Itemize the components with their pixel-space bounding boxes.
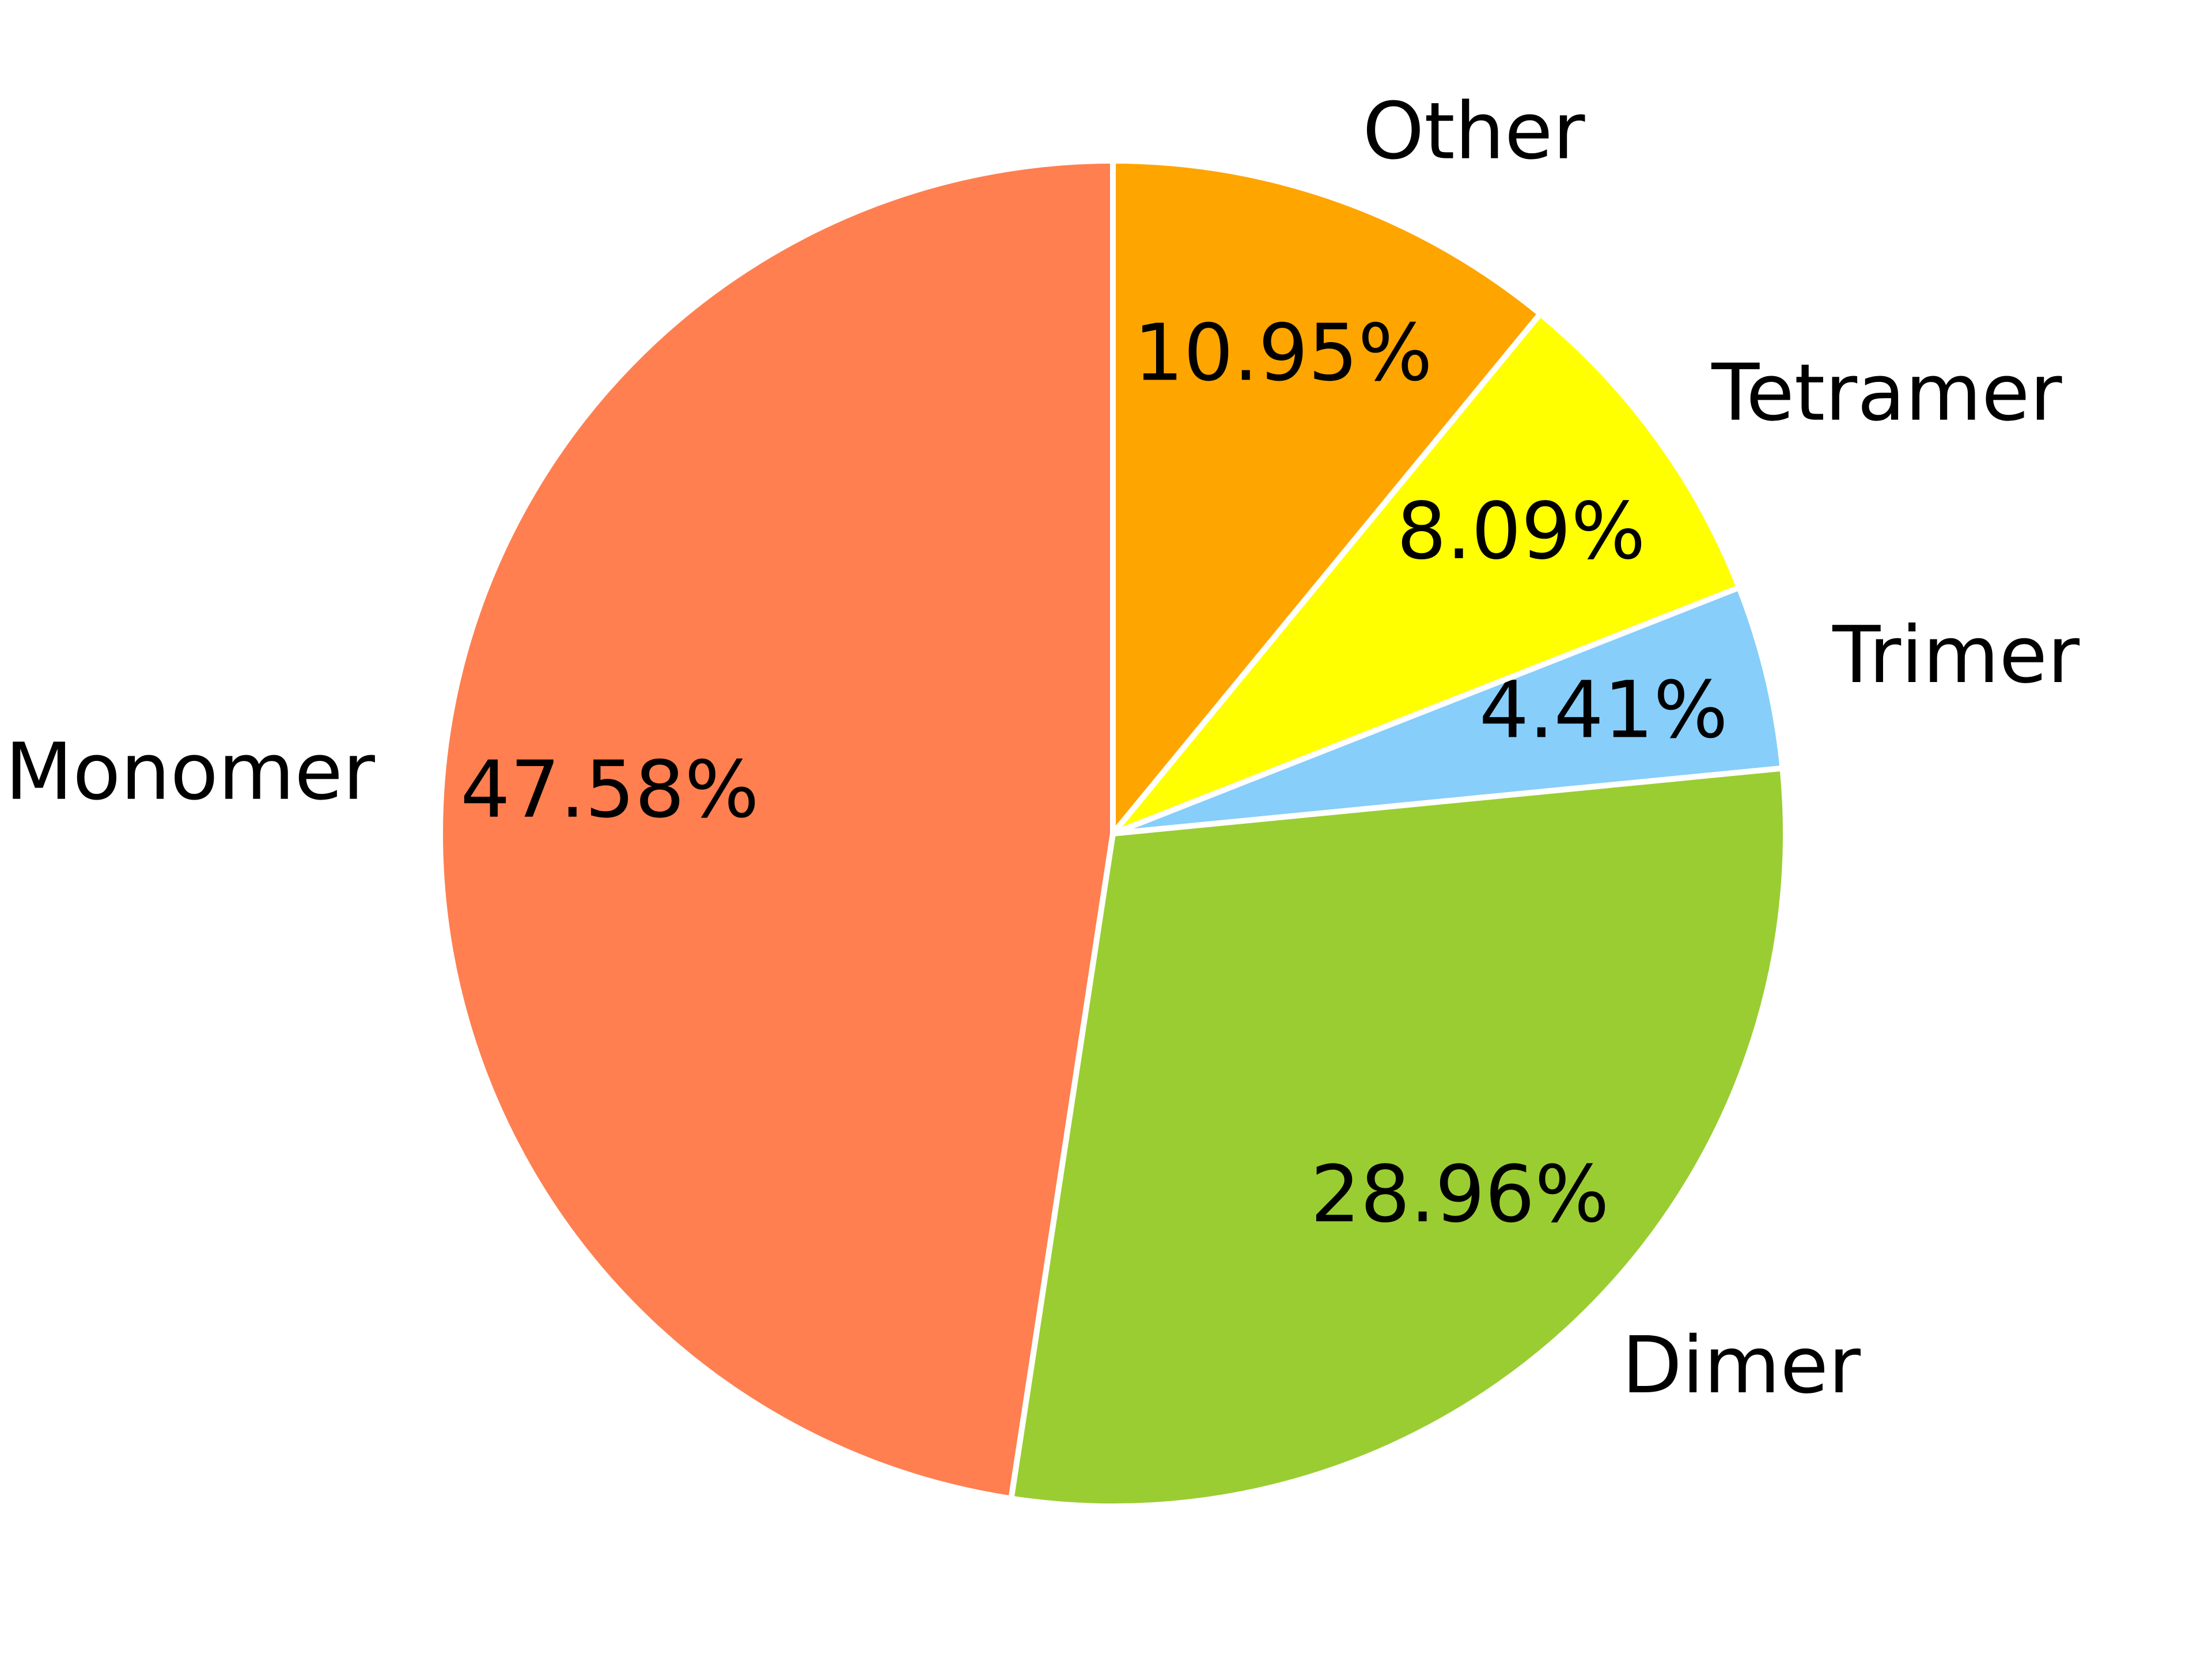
value-label: 8.09% [1397, 486, 1646, 577]
pie-wedge [437, 158, 1116, 1502]
pie-wedge [1110, 158, 1543, 836]
slice-label: Monomer [5, 727, 375, 818]
slice-label: Trimer [1832, 610, 2080, 701]
slice-label: Tetramer [1711, 348, 2062, 439]
pie-wedge [1110, 584, 1786, 836]
value-label: 4.41% [1479, 665, 1728, 756]
slice-label: Other [1362, 86, 1585, 177]
value-label: 47.58% [460, 745, 759, 836]
value-label: 28.96% [1310, 1149, 1609, 1240]
slice-label: Dimer [1622, 1320, 1861, 1411]
pie-wedge [1110, 310, 1743, 836]
pie-wedge [1008, 765, 1789, 1509]
value-label: 10.95% [1134, 308, 1433, 399]
